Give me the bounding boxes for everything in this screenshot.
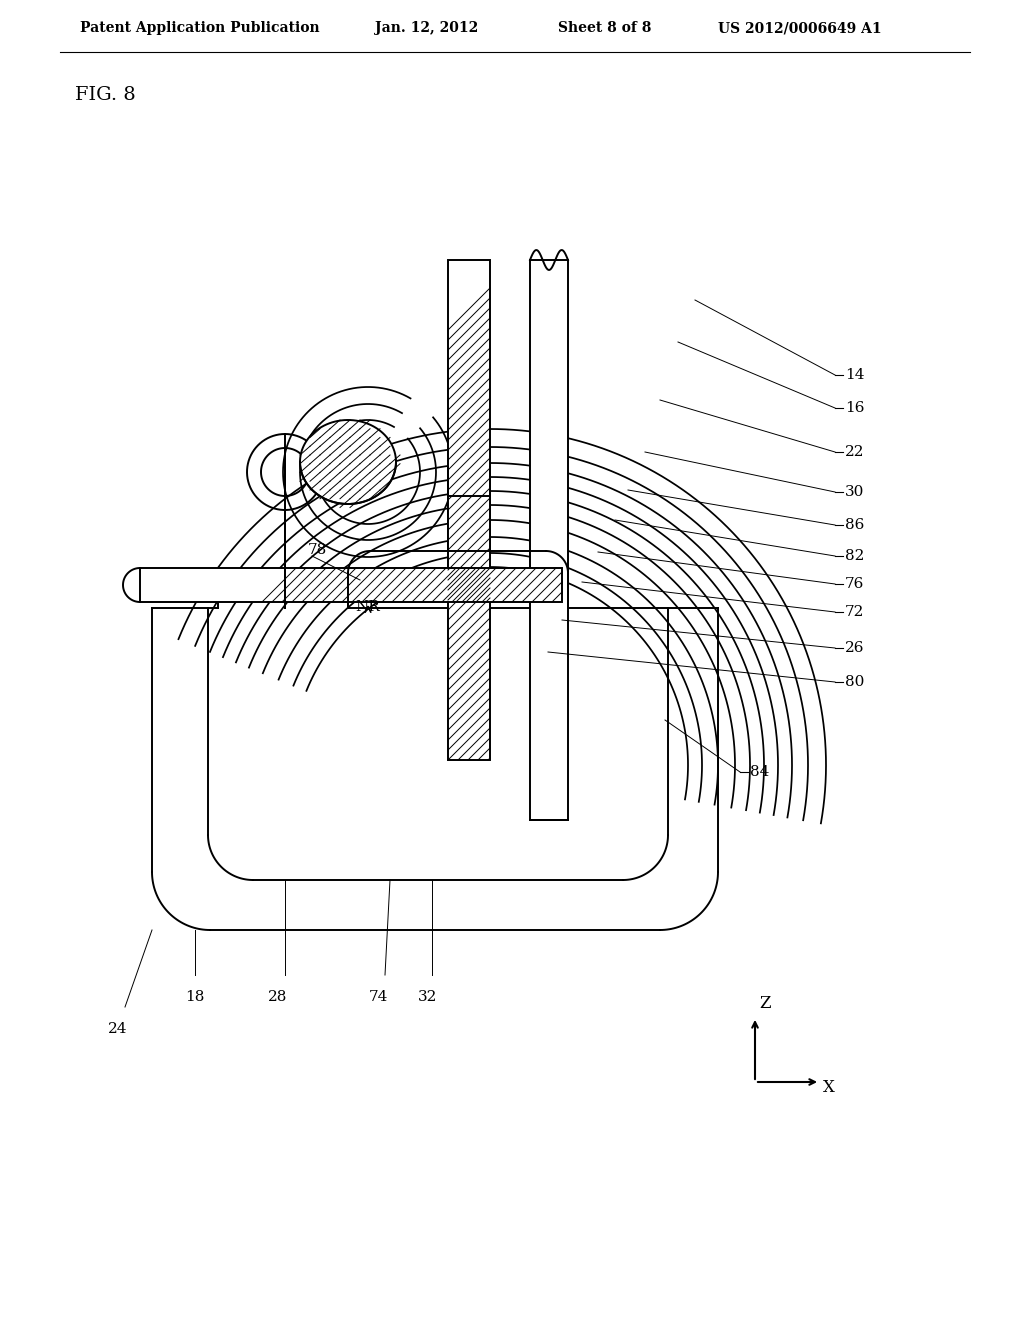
Text: Z: Z [759,995,770,1012]
Text: 28: 28 [268,990,288,1005]
Text: X: X [823,1080,835,1097]
Text: 76: 76 [845,577,864,591]
Polygon shape [140,568,562,602]
Text: Patent Application Publication: Patent Application Publication [80,21,319,36]
Text: Jan. 12, 2012: Jan. 12, 2012 [375,21,478,36]
Text: 26: 26 [845,642,864,655]
Text: 30: 30 [845,484,864,499]
Text: 86: 86 [845,517,864,532]
Bar [530,260,568,820]
Text: US 2012/0006649 A1: US 2012/0006649 A1 [718,21,882,36]
Text: NR: NR [355,601,380,614]
Text: Sheet 8 of 8: Sheet 8 of 8 [558,21,651,36]
Text: 84: 84 [750,766,769,779]
Text: 32: 32 [419,990,437,1005]
Text: 14: 14 [845,368,864,381]
Polygon shape [449,496,490,550]
Text: 24: 24 [109,1022,128,1036]
Text: 78: 78 [308,543,328,557]
Text: 80: 80 [845,675,864,689]
Polygon shape [449,260,490,760]
Text: 72: 72 [845,605,864,619]
Text: 18: 18 [185,990,205,1005]
Text: FIG. 8: FIG. 8 [75,86,136,104]
Text: 82: 82 [845,549,864,564]
Text: 22: 22 [845,445,864,459]
Text: 16: 16 [845,401,864,414]
Text: 74: 74 [369,990,388,1005]
Polygon shape [300,420,396,504]
